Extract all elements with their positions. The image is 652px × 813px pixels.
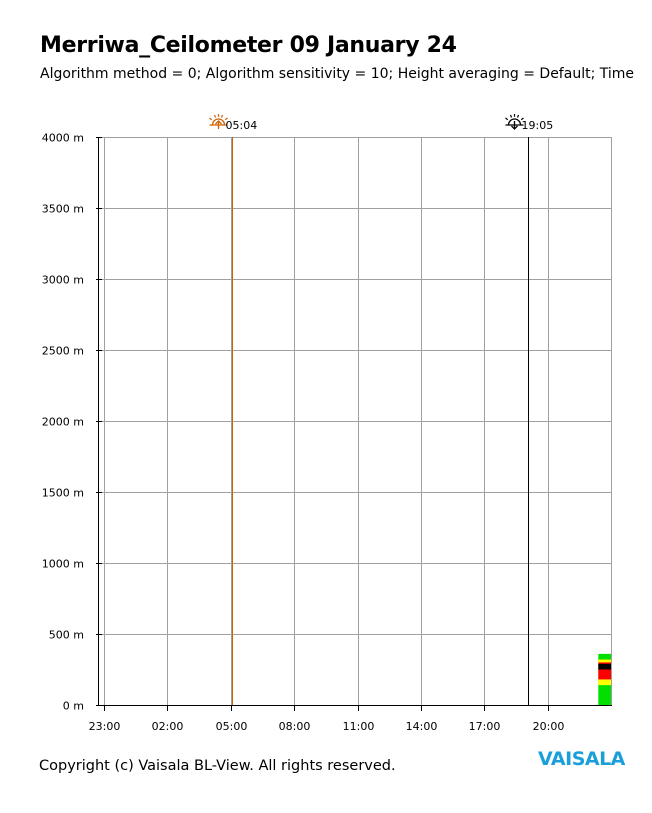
y-tick-label: 3000 m (42, 274, 84, 287)
sunset-icon (505, 114, 524, 130)
y-tick-label: 2000 m (42, 416, 84, 429)
sunset-time-label: 19:05 (522, 119, 554, 132)
x-tick-label: 02:00 (152, 720, 184, 733)
sunrise-icon (209, 114, 228, 129)
y-tick-label: 1500 m (42, 487, 84, 500)
axis-layer: 0 m 500 m 1000 m 1500 m 2000 m 2500 m 3000 m 35… (42, 132, 612, 733)
chart-subtitle: Algorithm method = 0; Algorithm sensitiv… (40, 66, 634, 82)
y-tick-label: 4000 m (42, 132, 84, 145)
x-tick-label: 14:00 (406, 720, 438, 733)
x-tick-label: 11:00 (343, 720, 375, 733)
x-tick-label: 08:00 (279, 720, 311, 733)
x-tick-label: 20:00 (533, 720, 565, 733)
y-tick-label: 500 m (49, 629, 84, 642)
y-tick-label: 3500 m (42, 203, 84, 216)
x-tick-label: 23:00 (89, 720, 121, 733)
y-tick-label: 1000 m (42, 558, 84, 571)
backscatter-layer (598, 653, 611, 705)
grid-layer (102, 137, 612, 705)
y-tick-label: 0 m (63, 700, 84, 713)
vaisala-logo: VAISALA (538, 748, 625, 770)
x-tick-label: 05:00 (216, 720, 248, 733)
sun-events-layer: 05:04 19:05 (209, 114, 554, 705)
x-tick-label: 17:00 (469, 720, 501, 733)
y-tick-label: 2500 m (42, 345, 84, 358)
chart-title: Merriwa_Ceilometer 09 January 24 (40, 33, 457, 58)
copyright-text: Copyright (c) Vaisala BL-View. All right… (39, 758, 396, 774)
backscatter-black-band (598, 663, 611, 670)
sunrise-time-label: 05:04 (226, 119, 258, 132)
